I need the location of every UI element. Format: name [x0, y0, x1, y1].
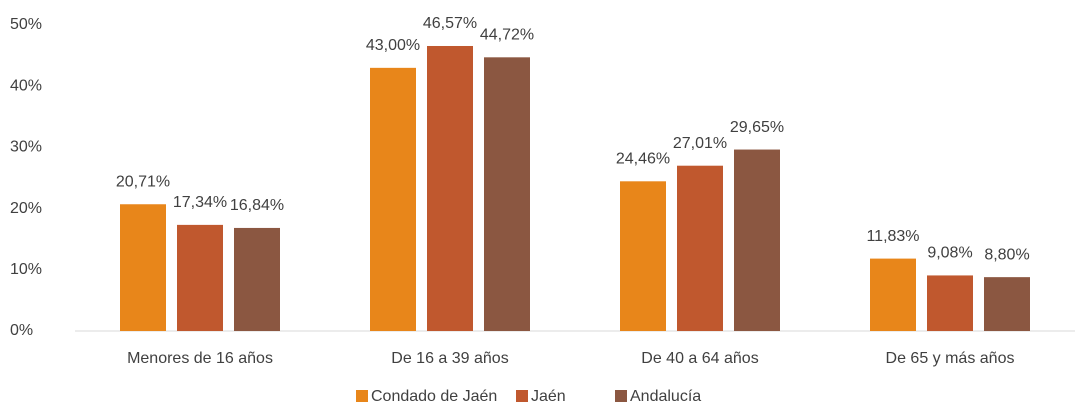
y-tick-label: 30% [10, 139, 42, 156]
legend-swatch [615, 390, 627, 402]
bar [370, 67, 416, 331]
value-label: 16,84% [230, 197, 284, 214]
value-label: 29,65% [730, 119, 784, 136]
y-tick-label: 40% [10, 77, 42, 94]
bar [677, 165, 723, 331]
value-label: 46,57% [423, 15, 477, 32]
value-label: 11,83% [866, 228, 919, 245]
bar [484, 57, 530, 331]
legend-label: Andalucía [630, 388, 701, 405]
value-label: 24,46% [616, 151, 670, 168]
value-label: 9,08% [927, 245, 972, 262]
x-tick-label: De 16 a 39 años [391, 350, 508, 367]
value-label: 17,34% [173, 194, 227, 211]
y-tick-label: 50% [10, 16, 42, 33]
x-tick-label: De 65 y más años [886, 350, 1015, 367]
bar [734, 149, 780, 331]
legend-swatch [516, 390, 528, 402]
y-tick-label: 10% [10, 261, 42, 278]
legend-swatch [356, 390, 368, 402]
value-label: 27,01% [673, 135, 727, 152]
value-label: 20,71% [116, 173, 170, 190]
bar [984, 277, 1030, 331]
bar [427, 45, 473, 331]
value-label: 43,00% [366, 37, 420, 54]
bar [620, 181, 666, 331]
bar [870, 258, 916, 331]
y-tick-label: 0% [10, 322, 33, 339]
x-tick-label: Menores de 16 años [127, 350, 273, 367]
y-tick-label: 20% [10, 200, 42, 217]
legend-label: Jaén [531, 388, 566, 405]
bar [234, 227, 280, 331]
x-tick-label: De 40 a 64 años [641, 350, 758, 367]
value-label: 44,72% [480, 27, 534, 44]
value-label: 8,80% [984, 246, 1029, 263]
bar [177, 224, 223, 331]
legend-label: Condado de Jaén [371, 388, 497, 405]
bar [927, 275, 973, 331]
bar [120, 204, 166, 331]
